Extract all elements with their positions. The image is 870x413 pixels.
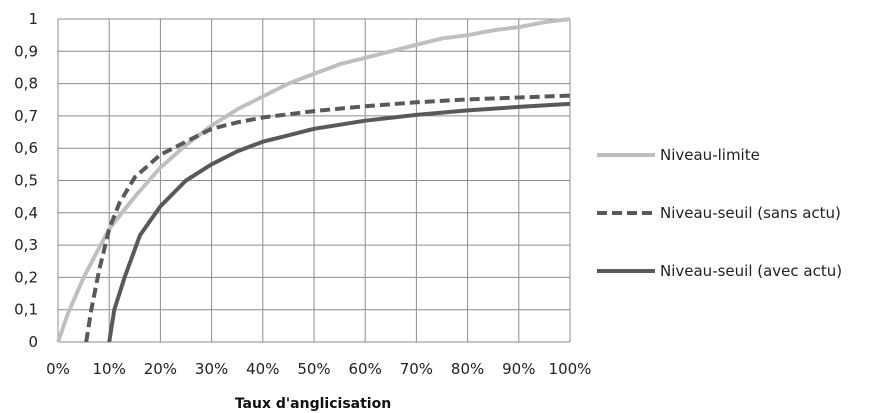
x-tick-label: 90% bbox=[502, 360, 535, 378]
legend-label: Niveau-limite bbox=[660, 146, 760, 164]
legend-label: Niveau-seuil (sans actu) bbox=[660, 204, 841, 222]
y-tick-label: 0,4 bbox=[14, 204, 38, 222]
y-tick-label: 0,8 bbox=[14, 75, 38, 93]
x-axis-label: Taux d'anglicisation bbox=[235, 396, 391, 412]
y-tick-label: 0,2 bbox=[14, 268, 38, 286]
x-tick-label: 80% bbox=[451, 360, 484, 378]
y-tick-label: 0,9 bbox=[14, 42, 38, 60]
x-tick-label: 20% bbox=[144, 360, 177, 378]
y-tick-label: 0,5 bbox=[14, 172, 38, 190]
legend: Niveau-limite Niveau-seuil (sans actu) Niv… bbox=[597, 146, 842, 280]
x-tick-label: 40% bbox=[246, 360, 279, 378]
series-line-2 bbox=[84, 93, 571, 343]
x-tick-label: 70% bbox=[400, 360, 433, 378]
x-tick-label: 0% bbox=[46, 360, 70, 378]
series-line-1 bbox=[56, 17, 571, 343]
series-lines bbox=[56, 17, 571, 343]
y-tick-label: 1 bbox=[28, 10, 38, 28]
y-tick-label: 0 bbox=[28, 333, 38, 351]
x-tick-label: 50% bbox=[297, 360, 330, 378]
x-tick-label: 10% bbox=[93, 360, 126, 378]
y-tick-label: 0,7 bbox=[14, 107, 38, 125]
x-tick-label: 60% bbox=[349, 360, 382, 378]
y-tick-label: 0,6 bbox=[14, 139, 38, 157]
legend-label: Niveau-seuil (avec actu) bbox=[660, 262, 842, 280]
x-tick-label: 100% bbox=[549, 360, 592, 378]
axis-ticks: 0% 10% 20% 30% 40% 50% 60% 70% 80% 90% 100% 0 0,1 0,2… bbox=[14, 10, 591, 378]
series-line-3 bbox=[107, 101, 571, 343]
x-tick-label: 30% bbox=[195, 360, 228, 378]
y-tick-label: 0,1 bbox=[14, 301, 38, 319]
y-tick-label: 0,3 bbox=[14, 236, 38, 254]
